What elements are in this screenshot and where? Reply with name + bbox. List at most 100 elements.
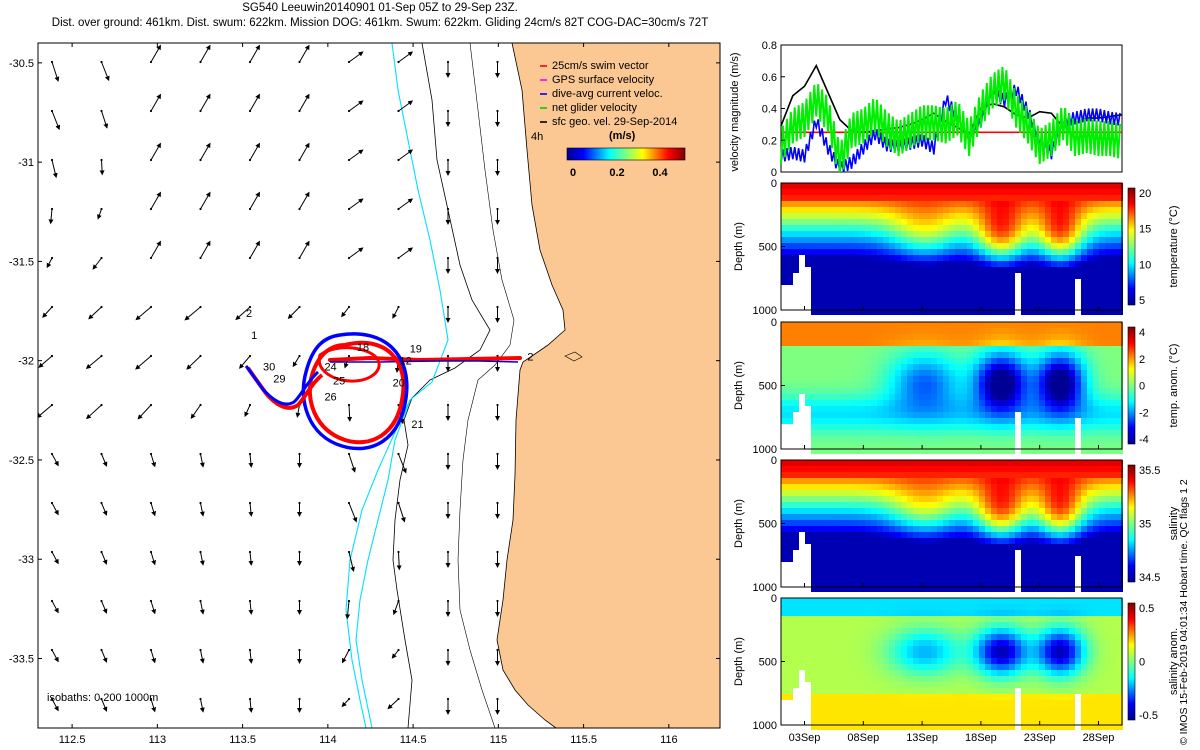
heatmap-cell [961, 249, 967, 255]
heatmap-cell [1075, 334, 1081, 340]
heatmap-cell [1081, 273, 1087, 279]
heatmap-cell [835, 586, 841, 592]
heatmap-cell [1117, 436, 1123, 442]
heatmap-cell [943, 183, 949, 189]
heatmap-cell [1021, 490, 1027, 496]
heatmap-cell [1003, 436, 1009, 442]
heatmap-cell [1075, 676, 1081, 682]
heatmap-cell [967, 297, 973, 303]
heatmap-cell [847, 724, 853, 730]
heatmap-cell [907, 243, 913, 249]
heatmap-cell [1117, 394, 1123, 400]
heatmap-cell [967, 219, 973, 225]
heatmap-cell [877, 370, 883, 376]
heatmap-cell [805, 388, 811, 394]
heatmap-cell [805, 352, 811, 358]
heatmap-cell [1069, 358, 1075, 364]
heatmap-cell [889, 201, 895, 207]
heatmap-cell [1069, 285, 1075, 291]
heatmap-cell [1117, 586, 1123, 592]
heatmap-cell [1021, 213, 1027, 219]
heatmap-cell [1033, 207, 1039, 213]
heatmap-cell [1057, 646, 1063, 652]
heatmap-cell [907, 622, 913, 628]
heatmap-cell [943, 189, 949, 195]
heatmap-cell [859, 610, 865, 616]
heatmap-cell [1087, 442, 1093, 448]
heatmap-cell [1117, 568, 1123, 574]
heatmap-cell [1093, 562, 1099, 568]
heatmap-cell [913, 586, 919, 592]
heatmap-cell [919, 231, 925, 237]
heatmap-cell [907, 682, 913, 688]
heatmap-cell [943, 255, 949, 261]
heatmap-cell [877, 189, 883, 195]
heatmap-cell [1081, 640, 1087, 646]
heatmap-cell [829, 616, 835, 622]
heatmap-cell [955, 706, 961, 712]
heatmap-cell [1063, 237, 1069, 243]
heatmap-cell [835, 682, 841, 688]
heatmap-cell [949, 219, 955, 225]
heatmap-cell [937, 460, 943, 466]
heatmap-cell [1111, 297, 1117, 303]
heatmap-cell [943, 406, 949, 412]
heatmap-cell [973, 328, 979, 334]
heatmap-cell [1075, 394, 1081, 400]
heatmap-cell [997, 580, 1003, 586]
heatmap-cell [1057, 309, 1063, 315]
heatmap-cell [1099, 496, 1105, 502]
heatmap-cell [841, 334, 847, 340]
heatmap-cell [1039, 358, 1045, 364]
heatmap-cell [805, 243, 811, 249]
heatmap-cell [973, 694, 979, 700]
heatmap-cell [1063, 610, 1069, 616]
heatmap-cell [841, 472, 847, 478]
heatmap-cell [1009, 418, 1015, 424]
heatmap-cell [1021, 364, 1027, 370]
heatmap-cell [919, 394, 925, 400]
heatmap-cell [949, 634, 955, 640]
heatmap-cell [1003, 201, 1009, 207]
heatmap-cell [1045, 322, 1051, 328]
heatmap-cell [853, 514, 859, 520]
heatmap-cell [871, 255, 877, 261]
heatmap-cell [955, 496, 961, 502]
map-xtick-label: 114.5 [400, 734, 427, 746]
heatmap-cell [955, 237, 961, 243]
heatmap-cell [961, 243, 967, 249]
heatmap-cell [985, 610, 991, 616]
heatmap-cell [865, 249, 871, 255]
heatmap-cell [1069, 664, 1075, 670]
heatmap-cell [913, 472, 919, 478]
heatmap-cell [1081, 664, 1087, 670]
heatmap-cell [811, 406, 817, 412]
heatmap-cell [925, 430, 931, 436]
heatmap-cell [1009, 676, 1015, 682]
heatmap-cell [811, 388, 817, 394]
heatmap-cell [1093, 285, 1099, 291]
heatmap-cell [1033, 598, 1039, 604]
heatmap-cell [1081, 688, 1087, 694]
heatmap-cell [901, 400, 907, 406]
heatmap-cell [787, 322, 793, 328]
heatmap-cell [1009, 183, 1015, 189]
map-ytick-label: -30.5 [9, 58, 34, 70]
heatmap-cell [913, 466, 919, 472]
heatmap-cell [1111, 604, 1117, 610]
heatmap-cell [1081, 580, 1087, 586]
heatmap-cell [823, 448, 829, 454]
heatmap-cell [841, 628, 847, 634]
heatmap-cell [925, 658, 931, 664]
heatmap-cell [883, 460, 889, 466]
heatmap-cell [1039, 682, 1045, 688]
heatmap-cell [865, 652, 871, 658]
heatmap-cell [913, 370, 919, 376]
heatmap-cell [889, 712, 895, 718]
heatmap-cell [877, 231, 883, 237]
heatmap-cell [949, 466, 955, 472]
heatmap-cell [1111, 309, 1117, 315]
heatmap-cell [817, 682, 823, 688]
heatmap-cell [841, 574, 847, 580]
heatmap-cell [1033, 183, 1039, 189]
